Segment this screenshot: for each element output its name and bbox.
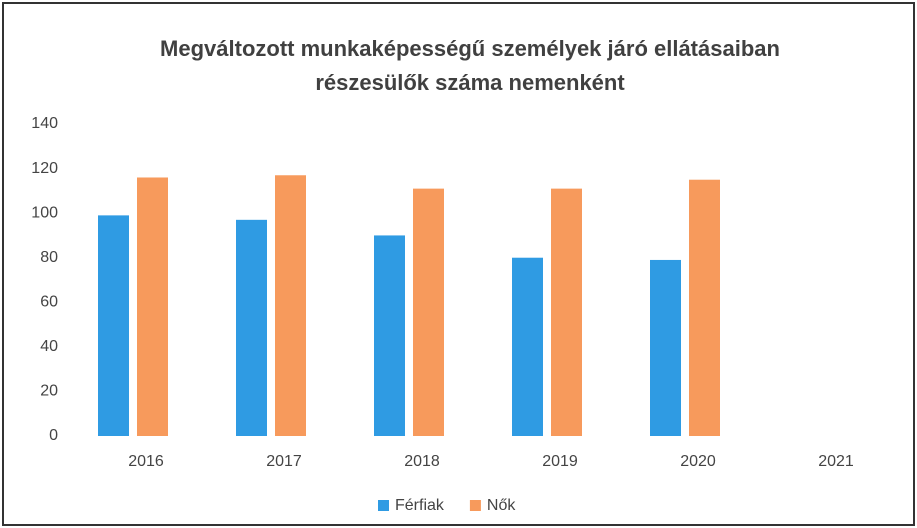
y-tick-label: 80 — [40, 249, 58, 266]
y-tick-label: 120 — [31, 160, 58, 177]
x-tick-label: 2017 — [266, 453, 302, 470]
bar — [551, 188, 582, 436]
y-tick-label: 20 — [40, 383, 58, 400]
x-tick-label: 2021 — [818, 453, 854, 470]
y-tick-label: 40 — [40, 338, 58, 355]
y-tick-label: 100 — [31, 204, 58, 221]
chart-title: Megváltozott munkaképességű személyek já… — [160, 36, 780, 61]
bar — [650, 259, 681, 436]
x-tick-label: 2018 — [404, 453, 440, 470]
bar — [236, 219, 267, 436]
bar — [689, 179, 720, 436]
bar — [413, 188, 444, 436]
bar — [374, 235, 405, 436]
x-tick-label: 2020 — [680, 453, 716, 470]
legend-swatch — [378, 500, 389, 511]
x-tick-label: 2019 — [542, 453, 578, 470]
y-tick-label: 0 — [49, 427, 58, 444]
y-tick-label: 140 — [31, 115, 58, 132]
legend-label: Férfiak — [395, 497, 445, 514]
x-tick-label: 2016 — [128, 453, 164, 470]
bar — [275, 175, 306, 436]
legend-label: Nők — [487, 497, 516, 514]
y-tick-label: 60 — [40, 294, 58, 311]
chart-title: részesülők száma nemenként — [315, 70, 625, 95]
legend-swatch — [469, 500, 481, 511]
bar — [512, 257, 543, 436]
bar — [98, 215, 129, 436]
bar — [137, 177, 168, 436]
